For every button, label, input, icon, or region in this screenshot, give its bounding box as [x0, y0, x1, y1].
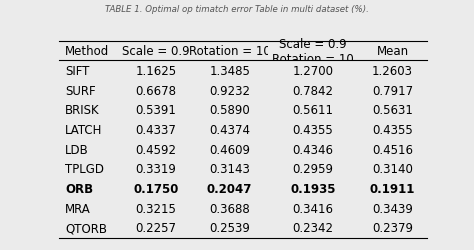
- Text: TABLE 1. Optimal op timatch error Table in multi dataset (%).: TABLE 1. Optimal op timatch error Table …: [105, 5, 369, 14]
